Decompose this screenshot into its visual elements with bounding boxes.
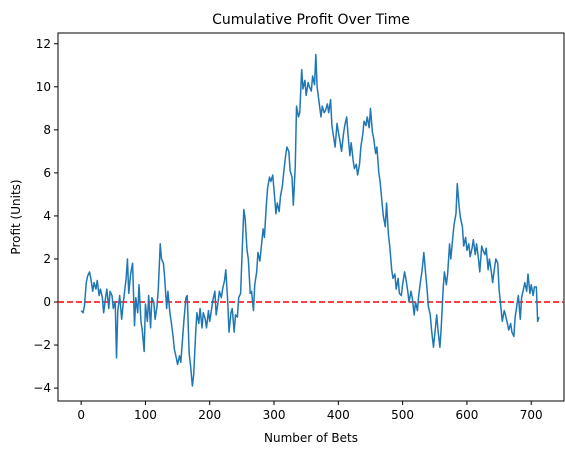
x-tick-label: 300 [263, 408, 286, 422]
x-axis-label: Number of Bets [264, 431, 358, 445]
y-tick-label: 10 [36, 80, 51, 94]
y-tick-label: 4 [43, 209, 51, 223]
y-tick-label: 6 [43, 166, 51, 180]
x-axis-ticks: 0 100 200 300 400 500 600 700 [77, 401, 543, 422]
x-tick-label: 400 [327, 408, 350, 422]
y-axis-ticks: −4 −2 0 2 4 6 8 10 12 [33, 37, 58, 395]
y-tick-label: 2 [43, 252, 51, 266]
y-tick-label: −2 [33, 338, 51, 352]
x-tick-label: 500 [391, 408, 414, 422]
y-tick-label: 8 [43, 123, 51, 137]
x-tick-label: 100 [134, 408, 157, 422]
plot-area [57, 32, 565, 402]
x-tick-label: 0 [77, 408, 85, 422]
chart-title: Cumulative Profit Over Time [212, 12, 410, 28]
y-tick-label: −4 [33, 381, 51, 395]
y-tick-label: 0 [43, 295, 51, 309]
x-tick-label: 600 [455, 408, 478, 422]
x-tick-label: 200 [198, 408, 221, 422]
axes-frame [57, 32, 565, 402]
y-tick-label: 12 [36, 37, 51, 51]
y-axis-label: Profit (Units) [9, 179, 23, 254]
x-tick-label: 700 [520, 408, 543, 422]
profit-series-line [80, 53, 540, 387]
